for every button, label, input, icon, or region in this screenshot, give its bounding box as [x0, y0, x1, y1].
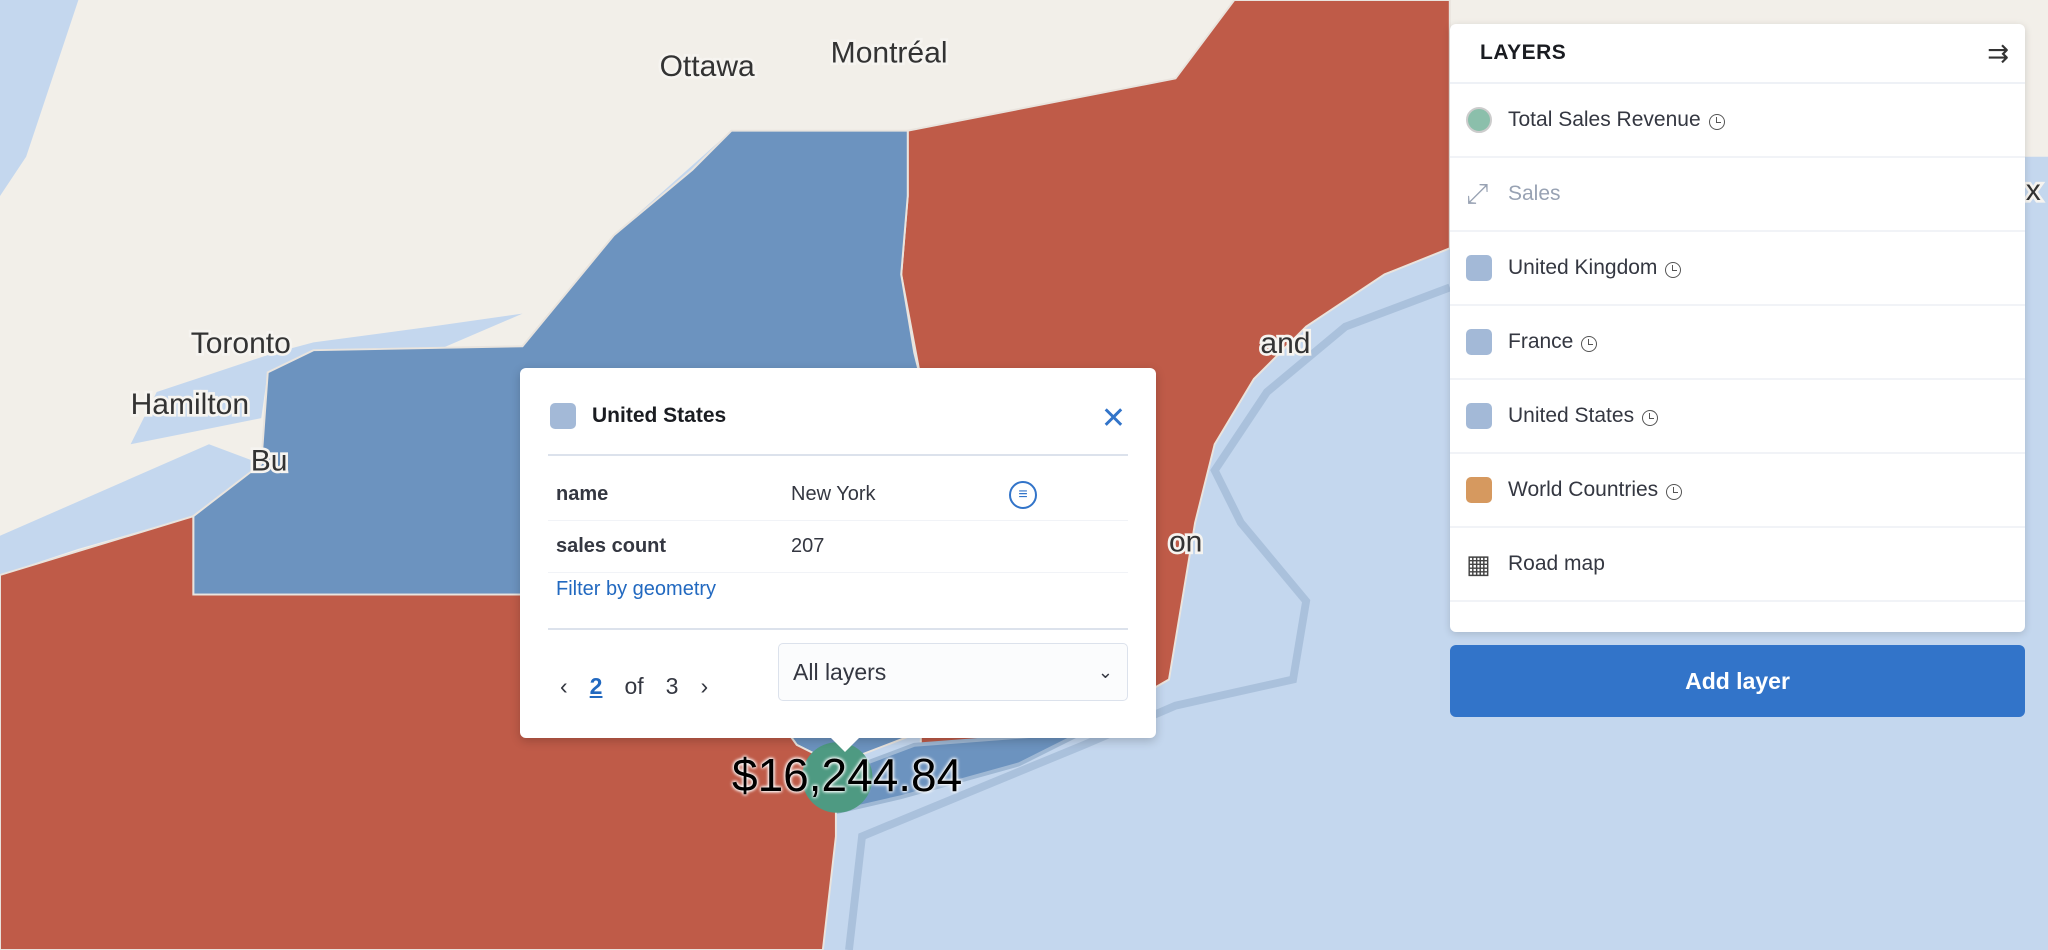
- layer-select-value: All layers: [793, 658, 887, 685]
- divider: [548, 454, 1128, 456]
- chevron-left-icon[interactable]: ‹: [560, 672, 568, 699]
- sales-point-marker[interactable]: [801, 742, 873, 813]
- layer-road-map[interactable]: ▦ Road map: [1450, 528, 2025, 602]
- clock-icon: [1666, 484, 1683, 500]
- tooltip-title: United States: [592, 404, 727, 427]
- page-of-label: of: [624, 672, 644, 699]
- layer-world-countries[interactable]: World Countries: [1450, 454, 2025, 528]
- close-icon[interactable]: ✕: [1100, 402, 1126, 435]
- point-value-label: $16,244.84: [732, 749, 963, 801]
- circle-swatch-icon: [1466, 107, 1492, 133]
- place-label: x: [2026, 174, 2041, 207]
- add-layer-button[interactable]: Add layer: [1450, 645, 2025, 717]
- place-label: Toronto: [191, 327, 291, 360]
- expand-arrows-icon: ⤢: [1466, 178, 1489, 209]
- square-swatch-icon: [1466, 477, 1492, 503]
- square-swatch-icon: [1466, 403, 1492, 429]
- divider: [548, 628, 1128, 630]
- property-row: name New York ≡: [548, 469, 1128, 521]
- layer-united-kingdom[interactable]: United Kingdom: [1450, 232, 2025, 306]
- chevron-right-icon[interactable]: ›: [700, 672, 709, 699]
- layer-label: United Kingdom: [1508, 256, 1658, 279]
- square-swatch-icon: [1466, 255, 1492, 281]
- layer-united-states[interactable]: United States: [1450, 380, 2025, 454]
- layer-label: United States: [1508, 404, 1635, 427]
- layer-label: France: [1508, 330, 1574, 353]
- water-lakes: [0, 0, 523, 575]
- layer-swatch-icon: [550, 403, 576, 429]
- current-page[interactable]: 2: [589, 672, 603, 699]
- clock-icon: [1642, 410, 1659, 426]
- place-label: Ottawa: [660, 50, 755, 83]
- layers-title: LAYERS: [1480, 41, 1567, 64]
- place-label: Montréal: [831, 37, 948, 70]
- layer-select[interactable]: All layers ⌄: [778, 643, 1128, 701]
- place-label: and: [1260, 327, 1310, 360]
- square-swatch-icon: [1466, 329, 1492, 355]
- layers-panel: LAYERS ⇉ Total Sales Revenue ⤢ Sales Uni…: [1450, 24, 2025, 632]
- collapse-right-icon[interactable]: ⇉: [1987, 37, 2009, 68]
- filter-icon[interactable]: ≡: [1009, 480, 1037, 509]
- property-row: sales count 207: [548, 521, 1128, 573]
- layer-label: Road map: [1508, 552, 1605, 575]
- page-total: 3: [665, 672, 679, 699]
- layer-sales[interactable]: ⤢ Sales: [1450, 158, 2025, 232]
- place-label: Bu: [251, 444, 288, 477]
- filter-by-geometry-link[interactable]: Filter by geometry: [556, 578, 717, 600]
- property-value: 207: [791, 535, 825, 557]
- property-value: New York: [791, 483, 876, 505]
- chevron-down-icon: ⌄: [1097, 661, 1113, 682]
- layer-total-sales-revenue[interactable]: Total Sales Revenue: [1450, 84, 2025, 158]
- clock-icon: [1581, 336, 1598, 352]
- layer-label: Sales: [1508, 182, 1561, 205]
- property-key: name: [556, 483, 609, 505]
- layer-label: World Countries: [1508, 478, 1659, 501]
- place-label: Hamilton: [131, 388, 249, 421]
- clock-icon: [1708, 114, 1725, 130]
- clock-icon: [1665, 262, 1682, 278]
- coast-buffer: [845, 283, 1452, 950]
- pagination: ‹ 2 of 3 ›: [560, 658, 708, 714]
- property-key: sales count: [556, 535, 667, 557]
- layer-label: Total Sales Revenue: [1508, 108, 1701, 131]
- grid-icon: ▦: [1466, 549, 1491, 579]
- layer-france[interactable]: France: [1450, 306, 2025, 380]
- feature-tooltip: United States ✕ name New York ≡ sales co…: [520, 368, 1156, 752]
- place-label: on: [1169, 525, 1202, 558]
